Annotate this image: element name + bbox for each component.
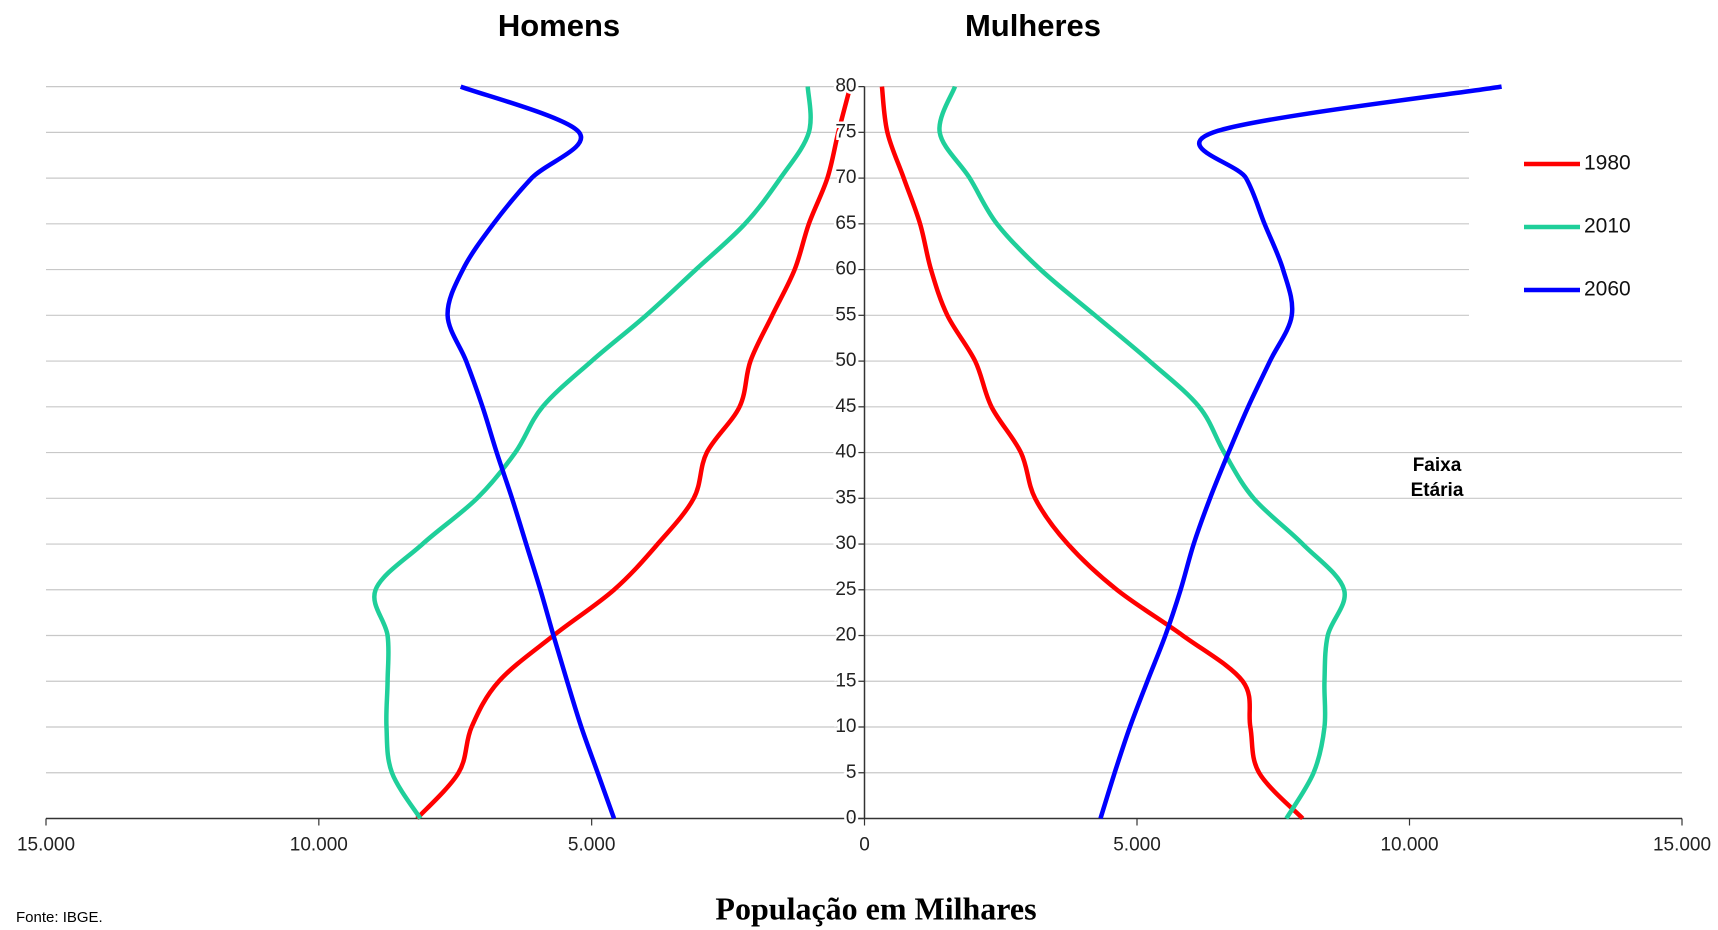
series-line: [937, 85, 1347, 820]
y-tick-label: 35: [835, 487, 856, 508]
y-tick-label: 15: [835, 670, 856, 691]
series-line: [1098, 84, 1502, 820]
x-tick-label: 5.000: [1113, 835, 1161, 856]
x-tick-label: 5.000: [568, 835, 616, 856]
y-tick-label: 65: [835, 213, 856, 234]
y-tick-label: 30: [835, 533, 856, 554]
y-tick-label: 80: [835, 76, 856, 97]
legend-label: 2060: [1584, 278, 1631, 301]
series-line: [415, 86, 853, 821]
y-tick-label: 40: [835, 442, 856, 463]
left-title: Homens: [498, 8, 620, 43]
x-tick-label: 10.000: [1380, 835, 1438, 856]
y-tick-label: 5: [846, 762, 857, 783]
y-tick-label: 45: [835, 396, 856, 417]
x-tick-label: 15.000: [17, 835, 75, 856]
source: Fonte: IBGE.: [16, 909, 103, 926]
y-tick-label: 60: [835, 259, 856, 280]
y-tick-label: 75: [835, 121, 856, 142]
x-tick-label: 10.000: [290, 835, 348, 856]
y-tick-label: 25: [835, 579, 856, 600]
y-tick-label: 20: [835, 625, 856, 646]
series-line: [372, 86, 813, 820]
y-tick-label: 10: [835, 716, 856, 737]
grid: [46, 85, 1682, 774]
y-tick-label: 50: [835, 350, 856, 371]
series-line: [445, 84, 617, 820]
legend-label: 1980: [1584, 152, 1631, 175]
y-tick-label: 0: [846, 808, 857, 829]
x-tick-label: 15.000: [1653, 835, 1711, 856]
legend-label: 2010: [1584, 215, 1631, 238]
y-tick-label: 70: [835, 167, 856, 188]
y-axis-label: Faixa Etária: [1411, 455, 1464, 501]
series-line: [879, 86, 1305, 821]
y-tick-label: 55: [835, 304, 856, 325]
x-axis-label: População em Milhares: [715, 890, 1036, 926]
x-tick-label: 0: [859, 835, 870, 856]
right-title: Mulheres: [965, 8, 1101, 43]
